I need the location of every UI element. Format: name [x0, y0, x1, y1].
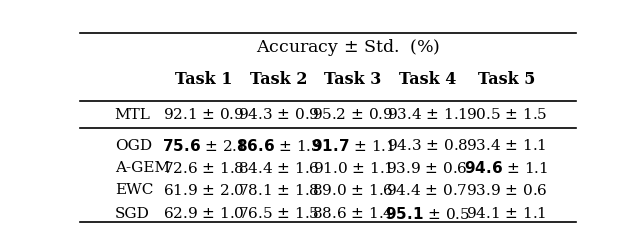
Text: SGD: SGD	[115, 207, 150, 220]
Text: A-GEM: A-GEM	[115, 161, 170, 175]
Text: OGD: OGD	[115, 139, 152, 153]
Text: Task 4: Task 4	[399, 71, 456, 88]
Text: 84.4 $\pm$ 1.6: 84.4 $\pm$ 1.6	[237, 161, 319, 175]
Text: Accuracy $\pm$ Std.  (%): Accuracy $\pm$ Std. (%)	[255, 37, 440, 58]
Text: $\mathbf{91.7}$ $\pm$ 1.1: $\mathbf{91.7}$ $\pm$ 1.1	[310, 138, 395, 154]
Text: 93.9 $\pm$ 0.6: 93.9 $\pm$ 0.6	[466, 183, 547, 198]
Text: EWC: EWC	[115, 183, 153, 197]
Text: 92.1 $\pm$ 0.9: 92.1 $\pm$ 0.9	[163, 107, 244, 122]
Text: 95.2 $\pm$ 0.9: 95.2 $\pm$ 0.9	[312, 107, 394, 122]
Text: 93.9 $\pm$ 0.6: 93.9 $\pm$ 0.6	[387, 161, 468, 175]
Text: $\mathbf{86.6}$ $\pm$ 1.3: $\mathbf{86.6}$ $\pm$ 1.3	[236, 138, 321, 154]
Text: MTL: MTL	[115, 108, 150, 122]
Text: 93.4 $\pm$ 1.1: 93.4 $\pm$ 1.1	[467, 138, 547, 153]
Text: 94.4 $\pm$ 0.7: 94.4 $\pm$ 0.7	[387, 183, 468, 198]
Text: 72.6 $\pm$ 1.8: 72.6 $\pm$ 1.8	[163, 161, 244, 175]
Text: Task 1: Task 1	[175, 71, 233, 88]
Text: $\mathbf{75.6}$ $\pm$ 2.1: $\mathbf{75.6}$ $\pm$ 2.1	[162, 138, 246, 154]
Text: 91.0 $\pm$ 1.1: 91.0 $\pm$ 1.1	[312, 161, 393, 175]
Text: Task 5: Task 5	[478, 71, 535, 88]
Text: 78.1 $\pm$ 1.8: 78.1 $\pm$ 1.8	[238, 183, 319, 198]
Text: $\mathbf{94.6}$ $\pm$ 1.1: $\mathbf{94.6}$ $\pm$ 1.1	[465, 160, 548, 176]
Text: 94.3 $\pm$ 0.8: 94.3 $\pm$ 0.8	[387, 138, 468, 153]
Text: 62.9 $\pm$ 1.0: 62.9 $\pm$ 1.0	[163, 206, 245, 221]
Text: 76.5 $\pm$ 1.5: 76.5 $\pm$ 1.5	[237, 206, 319, 221]
Text: $\mathbf{95.1}$ $\pm$ 0.5: $\mathbf{95.1}$ $\pm$ 0.5	[385, 206, 470, 222]
Text: 61.9 $\pm$ 2.0: 61.9 $\pm$ 2.0	[163, 183, 245, 198]
Text: Task 3: Task 3	[324, 71, 381, 88]
Text: 94.1 $\pm$ 1.1: 94.1 $\pm$ 1.1	[467, 206, 547, 221]
Text: 89.0 $\pm$ 1.6: 89.0 $\pm$ 1.6	[312, 183, 394, 198]
Text: 93.4 $\pm$ 1.1: 93.4 $\pm$ 1.1	[387, 107, 467, 122]
Text: 94.3 $\pm$ 0.9: 94.3 $\pm$ 0.9	[237, 107, 319, 122]
Text: Task 2: Task 2	[250, 71, 307, 88]
Text: 90.5 $\pm$ 1.5: 90.5 $\pm$ 1.5	[466, 107, 547, 122]
Text: 88.6 $\pm$ 1.4: 88.6 $\pm$ 1.4	[312, 206, 394, 221]
